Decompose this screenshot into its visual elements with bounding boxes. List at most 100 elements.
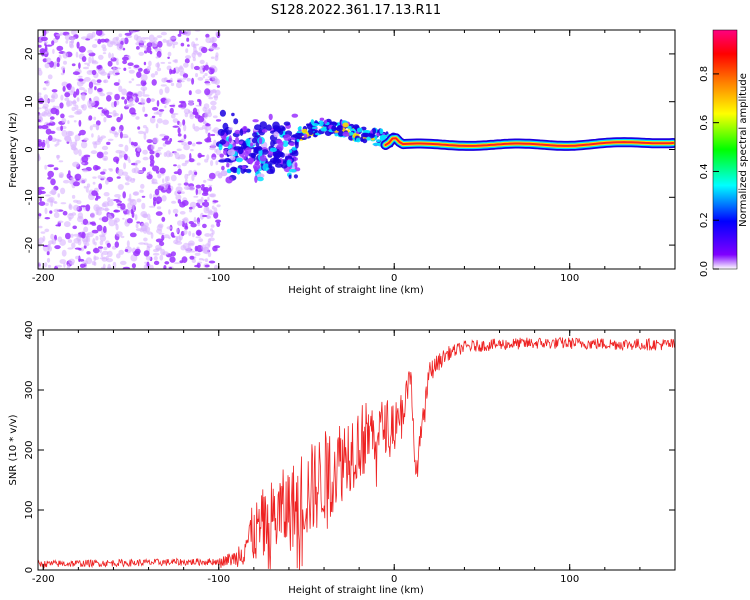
- noise-blob: [112, 66, 116, 74]
- transition-blob: [254, 175, 258, 183]
- noise-blob: [164, 105, 167, 109]
- noise-blob: [44, 164, 48, 170]
- converging-blob: [360, 138, 365, 142]
- noise-blob: [203, 103, 210, 110]
- noise-blob: [116, 176, 121, 179]
- noise-blob: [183, 229, 188, 235]
- noise-blob: [76, 97, 80, 102]
- transition-blob: [226, 162, 230, 168]
- noise-blob: [164, 86, 170, 94]
- noise-blob: [197, 221, 201, 227]
- noise-blob: [45, 194, 51, 197]
- noise-blob: [189, 255, 195, 260]
- noise-blob: [122, 191, 126, 199]
- noise-blob: [86, 251, 91, 255]
- noise-blob: [205, 82, 211, 86]
- noise-blob: [184, 179, 188, 183]
- noise-blob: [186, 30, 191, 36]
- noise-blob: [212, 245, 218, 252]
- noise-blob: [183, 182, 189, 186]
- transition-blob: [249, 157, 253, 165]
- noise-blob: [192, 107, 198, 114]
- noise-blob: [164, 140, 172, 145]
- noise-blob: [128, 137, 132, 144]
- noise-blob: [78, 75, 83, 78]
- transition-blob: [285, 155, 292, 159]
- noise-blob: [113, 156, 120, 163]
- noise-blob: [70, 261, 75, 266]
- transition-blob: [252, 119, 259, 123]
- noise-blob: [42, 103, 49, 109]
- transition-blob: [219, 139, 226, 145]
- noise-blob: [150, 144, 155, 150]
- noise-blob: [79, 263, 86, 268]
- noise-blob: [82, 162, 85, 165]
- noise-blob: [120, 113, 123, 120]
- noise-blob: [81, 231, 86, 239]
- transition-blob: [257, 176, 264, 182]
- noise-blob: [91, 44, 98, 48]
- noise-blob: [114, 93, 120, 101]
- noise-blob: [128, 66, 132, 69]
- snr-xtick-label: 0: [391, 574, 397, 585]
- noise-blob: [197, 189, 202, 195]
- noise-blob: [47, 74, 53, 80]
- noise-blob: [176, 148, 182, 152]
- noise-blob: [109, 168, 113, 172]
- converging-blob: [306, 123, 313, 130]
- noise-blob: [143, 237, 148, 242]
- transition-blob: [235, 136, 240, 145]
- spectrogram-ytick-label: -20: [24, 237, 35, 253]
- noise-blob: [99, 235, 107, 242]
- noise-blob: [181, 162, 187, 167]
- transition-blob: [236, 167, 241, 175]
- noise-blob: [194, 171, 198, 176]
- transition-blob: [241, 165, 247, 170]
- noise-blob: [113, 199, 120, 202]
- converging-blob: [336, 125, 343, 132]
- transition-blob: [244, 168, 252, 173]
- noise-blob: [118, 85, 123, 93]
- noise-blob: [174, 190, 178, 196]
- converging-blob: [310, 126, 318, 129]
- noise-blob: [171, 200, 177, 204]
- noise-blob: [180, 245, 187, 251]
- noise-blob: [69, 139, 73, 144]
- noise-blob: [200, 65, 205, 69]
- noise-blob: [38, 125, 43, 129]
- transition-blob: [276, 139, 283, 144]
- noise-blob: [70, 233, 74, 238]
- noise-blob: [65, 232, 71, 240]
- noise-blob: [106, 250, 113, 258]
- noise-blob: [95, 206, 103, 210]
- noise-blob: [70, 141, 77, 148]
- noise-blob: [195, 141, 203, 145]
- noise-blob: [75, 88, 80, 96]
- colorbar-tick-label: 0.0: [699, 261, 710, 277]
- noise-blob: [179, 65, 183, 70]
- transition-blob: [235, 157, 243, 163]
- noise-blob: [38, 98, 45, 104]
- noise-blob: [207, 178, 213, 181]
- noise-blob: [188, 185, 195, 191]
- noise-blob: [155, 170, 160, 174]
- noise-blob: [40, 36, 48, 42]
- noise-blob: [136, 221, 141, 224]
- noise-blob: [84, 242, 90, 247]
- noise-blob: [38, 201, 46, 207]
- noise-blob: [86, 33, 94, 40]
- noise-blob: [103, 79, 107, 83]
- noise-blob: [196, 162, 201, 166]
- noise-blob: [156, 67, 162, 72]
- noise-blob: [216, 221, 221, 227]
- converging-blob: [372, 128, 377, 134]
- noise-blob: [153, 199, 156, 207]
- noise-blob: [144, 226, 151, 233]
- noise-blob: [78, 119, 82, 127]
- noise-blob: [99, 240, 104, 246]
- noise-blob: [48, 135, 53, 141]
- noise-blob: [208, 184, 213, 187]
- noise-blob: [185, 222, 188, 229]
- noise-blob: [103, 246, 108, 251]
- noise-blob: [52, 48, 55, 55]
